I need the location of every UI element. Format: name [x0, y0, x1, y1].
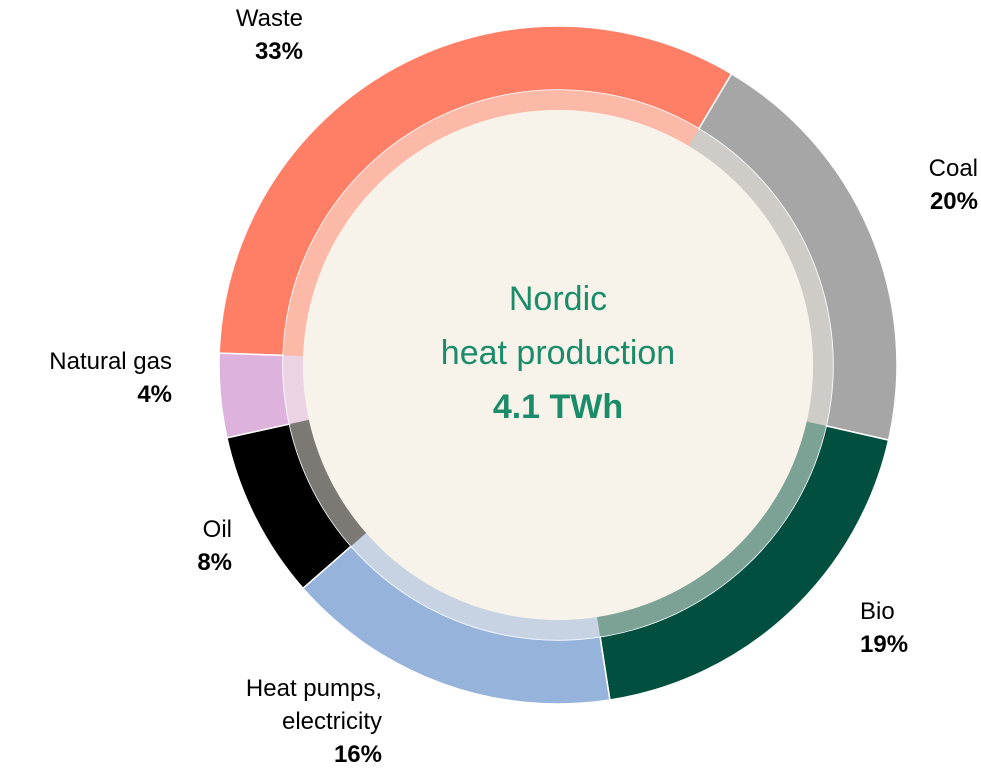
- segment-inner-band: [283, 355, 309, 425]
- segment-inner-band: [688, 128, 833, 426]
- slice-value: 4%: [137, 381, 172, 408]
- center-value: 4.1 TWh: [493, 388, 623, 426]
- segment-inner-band: [351, 532, 601, 640]
- slice-name: Oil: [202, 516, 232, 543]
- segment: [218, 352, 291, 439]
- segment-inner-band: [597, 421, 827, 637]
- slice-label: Waste 33%: [103, 2, 303, 68]
- slice-value: 8%: [197, 549, 232, 576]
- center-title: heat production: [441, 334, 675, 372]
- slice-name: Bio: [860, 598, 895, 625]
- slice-name: Heat pumps, electricity: [245, 675, 382, 735]
- slice-name: Waste: [235, 5, 303, 32]
- segment-inner-band: [283, 90, 699, 357]
- center-title: Nordic: [509, 280, 607, 318]
- slice-value: 33%: [254, 38, 303, 65]
- donut: [218, 25, 898, 705]
- slice-label: Heat pumps, electricity 16%: [207, 672, 382, 771]
- slice-value: 16%: [333, 741, 382, 768]
- center-disc: [303, 110, 813, 620]
- slice-value: 19%: [860, 631, 909, 658]
- slice-value: 20%: [929, 188, 978, 215]
- slice-label: Oil 8%: [112, 513, 232, 579]
- slice-label: Bio 19%: [860, 595, 980, 661]
- slice-name: Natural gas: [49, 348, 172, 375]
- slice-label: Coal 20%: [858, 152, 978, 218]
- slice-label: Natural gas 4%: [0, 345, 172, 411]
- slice-name: Coal: [928, 155, 978, 182]
- segment-inner-band: [289, 419, 367, 547]
